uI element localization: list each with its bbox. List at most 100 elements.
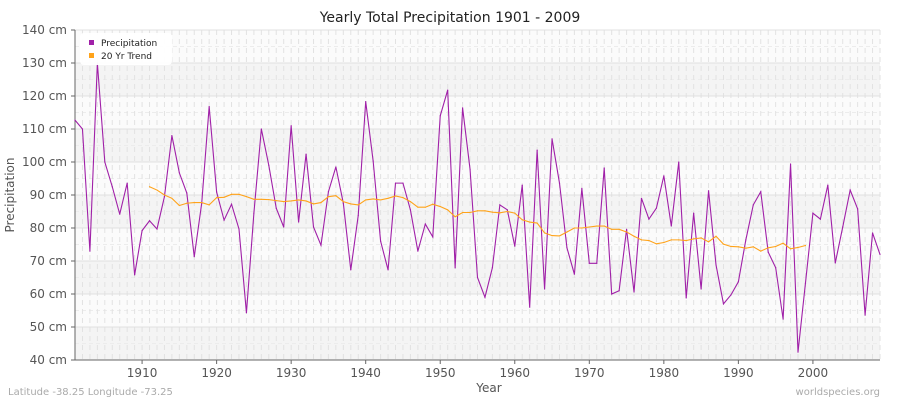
data-point-precipitation (447, 89, 449, 91)
data-point-trend (208, 204, 210, 206)
data-point-precipitation (454, 267, 456, 269)
data-point-precipitation (663, 175, 665, 177)
data-point-precipitation (722, 303, 725, 305)
data-point-precipitation (387, 269, 389, 271)
data-point-trend (730, 245, 732, 248)
data-point-precipitation (163, 196, 166, 198)
data-point-trend (372, 198, 374, 200)
data-point-trend (573, 227, 575, 229)
data-point-precipitation (588, 262, 590, 264)
data-point-trend (320, 201, 322, 204)
x-tick-label: 1910 (127, 366, 158, 380)
data-point-trend (432, 203, 434, 205)
data-point-trend (312, 203, 315, 205)
data-point-trend (156, 189, 158, 191)
legend-swatch-precipitation (89, 40, 94, 45)
data-point-trend (461, 211, 464, 214)
data-point-trend (305, 200, 307, 202)
data-point-precipitation (439, 115, 441, 117)
data-point-precipitation (156, 228, 158, 230)
data-point-precipitation (491, 267, 494, 269)
data-point-precipitation (327, 191, 330, 193)
y-tick-label: 60 cm (30, 287, 67, 301)
data-point-precipitation (193, 256, 195, 258)
x-tick-label: 1950 (425, 366, 456, 380)
data-point-trend (491, 211, 494, 213)
data-point-precipitation (417, 250, 419, 252)
data-point-precipitation (119, 213, 121, 215)
data-point-trend (588, 226, 590, 228)
data-point-precipitation (804, 282, 807, 284)
data-point-trend (253, 198, 255, 200)
data-point-precipitation (879, 253, 881, 255)
data-point-trend (163, 194, 166, 196)
data-point-trend (596, 225, 598, 227)
data-point-precipitation (111, 186, 113, 188)
data-point-trend (238, 193, 240, 195)
data-point-trend (230, 193, 233, 195)
data-point-trend (484, 210, 486, 212)
data-point-trend (752, 246, 754, 248)
data-point-trend (357, 204, 359, 206)
data-point-precipitation (529, 306, 531, 308)
data-point-trend (618, 228, 620, 230)
data-point-precipitation (707, 190, 710, 192)
x-tick-label: 1940 (350, 366, 381, 380)
data-point-precipitation (89, 250, 91, 252)
data-point-trend (655, 243, 657, 245)
data-point-precipitation (134, 274, 136, 276)
data-point-precipitation (245, 312, 248, 314)
data-point-trend (789, 248, 792, 250)
data-point-precipitation (350, 269, 352, 271)
data-point-trend (678, 239, 680, 241)
data-point-precipitation (342, 202, 344, 204)
data-point-precipitation (767, 251, 769, 253)
data-point-trend (424, 206, 426, 208)
data-point-precipitation (320, 244, 322, 246)
data-point-trend (402, 197, 404, 199)
data-point-trend (611, 228, 613, 230)
data-point-precipitation (871, 232, 874, 234)
y-axis-ticks: 40 cm 50 cm 60 cm 70 cm 80 cm 90 cm 100 cm 110 … (22, 23, 75, 367)
data-point-precipitation (678, 161, 680, 163)
data-point-precipitation (618, 290, 620, 292)
data-point-trend (499, 212, 501, 214)
data-point-trend (693, 238, 695, 240)
data-point-trend (603, 225, 605, 227)
x-tick-label: 1960 (499, 366, 530, 380)
data-point-trend (581, 227, 583, 229)
data-point-trend (216, 197, 218, 199)
legend-label-trend: 20 Yr Trend (101, 52, 152, 62)
data-point-precipitation (566, 247, 568, 249)
y-tick-label: 110 cm (22, 122, 67, 136)
data-point-precipitation (625, 228, 628, 230)
data-point-precipitation (372, 160, 374, 162)
data-point-precipitation (365, 101, 367, 103)
data-point-precipitation (230, 203, 233, 205)
data-point-trend (685, 239, 687, 242)
data-point-precipitation (186, 192, 188, 194)
data-point-precipitation (849, 189, 851, 191)
data-point-precipitation (148, 220, 151, 222)
x-tick-label: 1990 (723, 366, 754, 380)
data-point-trend (148, 186, 151, 188)
data-point-precipitation (81, 128, 84, 130)
data-point-precipitation (760, 191, 762, 193)
data-point-precipitation (394, 182, 397, 184)
y-tick-label: 130 cm (22, 56, 67, 70)
data-point-precipitation (655, 207, 657, 209)
data-point-trend (506, 210, 508, 213)
legend-swatch-trend (89, 53, 94, 58)
data-point-precipitation (730, 294, 732, 296)
data-point-trend (409, 201, 412, 203)
data-point-precipitation (506, 209, 508, 211)
data-point-precipitation (521, 184, 523, 186)
data-point-precipitation (693, 212, 695, 214)
data-points (74, 62, 881, 353)
data-point-precipitation (223, 219, 225, 221)
data-point-trend (394, 195, 397, 197)
data-point-trend (536, 222, 538, 224)
data-point-trend (290, 200, 292, 202)
